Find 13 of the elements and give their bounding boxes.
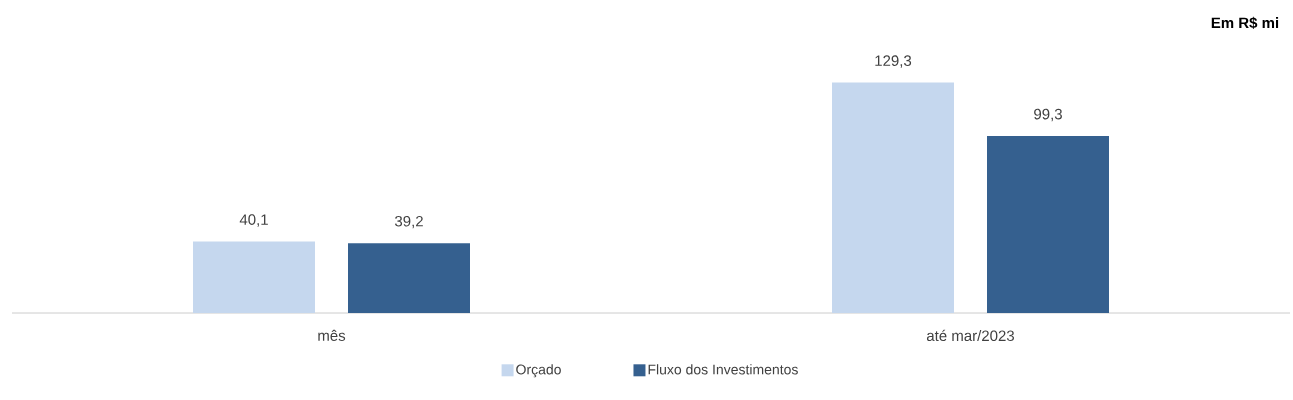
bar xyxy=(193,241,315,313)
bar xyxy=(348,243,470,313)
data-label: 39,2 xyxy=(394,215,423,229)
x-tick-label: até mar/2023 xyxy=(926,329,1015,342)
bar xyxy=(987,136,1109,313)
data-label: 99,3 xyxy=(1034,108,1062,122)
legend-label: Orçado xyxy=(516,364,561,378)
x-tick-label: mês xyxy=(318,329,346,341)
bar xyxy=(832,82,954,313)
legend-label: Fluxo dos Investimentos xyxy=(648,364,798,375)
data-label: 40,1 xyxy=(239,214,268,227)
data-label: 129,3 xyxy=(875,55,912,68)
text: Em R$ mi xyxy=(1211,16,1279,30)
